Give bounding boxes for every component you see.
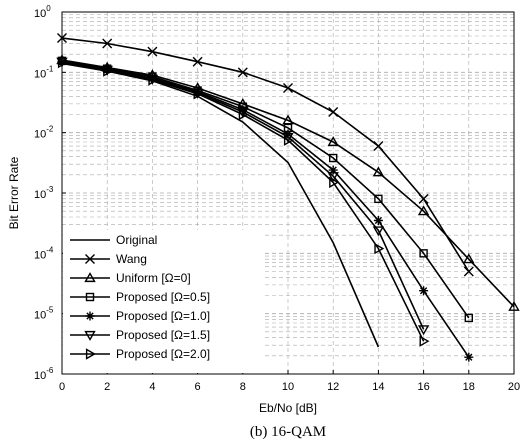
x-tick-label: 0	[59, 381, 65, 393]
data-point-marker	[85, 292, 95, 302]
legend-label: Uniform [Ω=0]	[116, 271, 191, 285]
y-tick-label: 100	[34, 4, 51, 20]
series-line	[61, 37, 470, 272]
data-point-marker	[508, 300, 520, 311]
data-point-marker	[372, 226, 385, 237]
data-point-marker	[85, 311, 95, 321]
data-point-marker	[102, 38, 113, 49]
data-point-marker	[283, 83, 293, 93]
data-point-marker	[85, 254, 95, 264]
data-point-marker	[417, 325, 430, 336]
x-tick-label: 14	[372, 381, 384, 393]
figure-caption: (b) 16-QAM	[250, 424, 326, 440]
x-axis-label: Eb/No [dB]	[259, 401, 317, 415]
data-point-marker	[238, 105, 248, 115]
data-point-marker	[238, 108, 249, 121]
data-point-marker	[327, 136, 339, 147]
data-point-marker	[84, 330, 96, 341]
x-tick-label: 2	[104, 381, 110, 393]
y-tick-label: 10-3	[34, 185, 54, 201]
data-point-marker	[85, 348, 96, 360]
data-point-marker	[419, 249, 428, 258]
data-point-marker	[373, 216, 383, 226]
series-group	[57, 33, 474, 277]
data-point-marker	[283, 134, 294, 146]
data-point-marker	[103, 65, 114, 77]
data-point-marker	[418, 193, 429, 204]
data-point-marker	[372, 166, 385, 177]
data-point-marker	[464, 313, 473, 323]
legend-label: Proposed [Ω=1.5]	[116, 328, 210, 342]
series-line	[61, 59, 515, 308]
x-tick-label: 16	[417, 381, 429, 393]
data-point-marker	[282, 132, 294, 143]
legend-label: Proposed [Ω=2.0]	[116, 347, 210, 361]
x-tick-label: 10	[282, 381, 294, 393]
y-tick-label: 10-5	[34, 306, 54, 322]
legend-label: Proposed [Ω=1.0]	[116, 309, 210, 323]
y-axis-label: Bit Error Rate	[7, 156, 21, 229]
data-point-marker	[237, 67, 248, 78]
series-line	[61, 61, 425, 342]
data-point-marker	[419, 286, 429, 296]
data-point-marker	[329, 176, 340, 189]
legend-label: Wang	[116, 252, 147, 266]
x-tick-label: 6	[195, 381, 201, 393]
data-point-marker	[84, 272, 96, 283]
legend-label: Proposed [Ω=0.5]	[116, 290, 210, 304]
data-point-marker	[57, 56, 68, 69]
x-tick-label: 12	[327, 381, 339, 393]
data-point-marker	[327, 172, 339, 183]
data-point-marker	[419, 335, 430, 347]
data-point-marker	[57, 33, 67, 44]
y-tick-label: 10-6	[34, 366, 54, 382]
legend-label: Original	[116, 233, 157, 247]
data-point-marker	[463, 253, 475, 264]
legend-background	[63, 230, 263, 373]
data-point-marker	[417, 205, 430, 216]
x-tick-label: 4	[149, 381, 155, 393]
series-line	[61, 60, 470, 319]
data-point-marker	[329, 153, 338, 163]
data-point-marker	[192, 56, 203, 67]
data-point-marker	[374, 242, 385, 255]
data-point-marker	[374, 194, 383, 204]
x-tick-label: 8	[240, 381, 246, 393]
data-point-marker	[147, 46, 158, 57]
series-lines	[56, 33, 520, 362]
legend: Original Wang Uniform [Ω=0] Proposed [Ω=0.5…	[63, 230, 263, 373]
y-tick-label: 10-4	[34, 245, 54, 261]
data-point-marker	[148, 74, 159, 86]
data-point-marker	[193, 88, 204, 100]
data-point-marker	[328, 165, 338, 175]
data-point-marker	[464, 352, 474, 362]
series-group	[57, 56, 430, 347]
x-tick-label: 18	[463, 381, 475, 393]
y-tick-label: 10-2	[34, 125, 54, 141]
data-point-marker	[463, 266, 474, 277]
data-point-marker	[373, 141, 384, 152]
data-point-marker	[328, 107, 339, 118]
x-tick-label: 20	[508, 381, 520, 393]
y-tick-label: 10-1	[34, 64, 54, 80]
